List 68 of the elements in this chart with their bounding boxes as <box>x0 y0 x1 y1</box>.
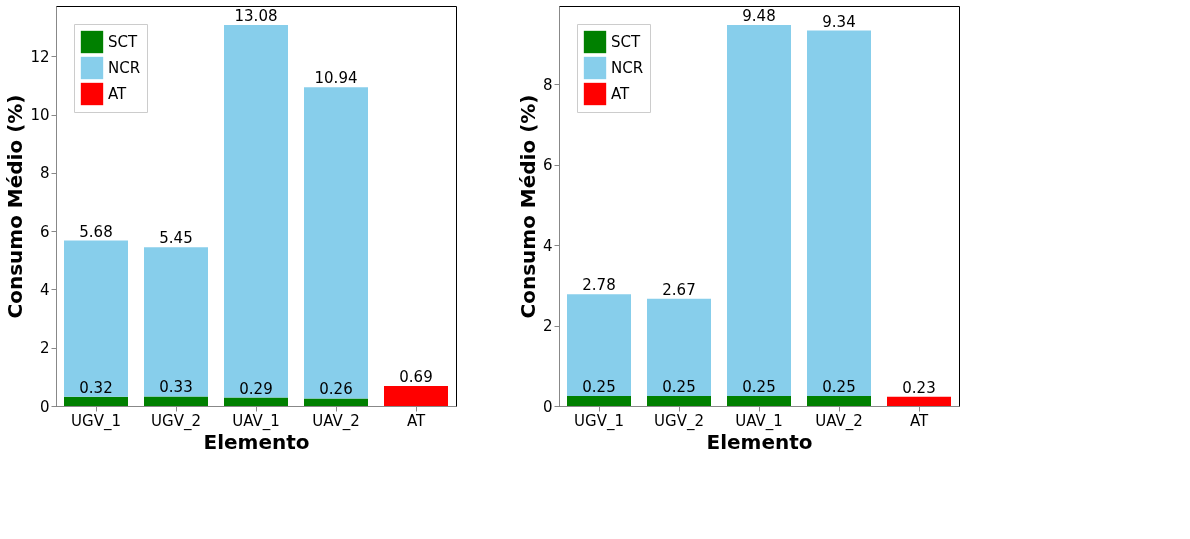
data-label: 0.23 <box>902 378 936 397</box>
x-tick-label: AT <box>406 411 426 430</box>
x-axis-title: Elemento <box>706 429 813 454</box>
legend-label: AT <box>611 85 631 103</box>
y-axis-title: Consumo Médio (%) <box>3 94 28 319</box>
y-tick-label: 12 <box>30 47 50 66</box>
x-axis-title: Elemento <box>203 429 310 454</box>
bar <box>144 396 208 406</box>
y-tick-label: 0 <box>39 397 50 416</box>
y-axis-title: Consumo Médio (%) <box>515 94 540 319</box>
data-label: 0.33 <box>159 378 193 397</box>
y-tick-label: 10 <box>30 106 50 125</box>
bar <box>304 398 368 406</box>
y-tick-label: 4 <box>39 280 50 299</box>
x-tick-label: UAV_1 <box>232 411 280 431</box>
x-tick-label: UGV_1 <box>71 411 121 431</box>
data-label: 0.32 <box>79 378 113 397</box>
total-label: 9.34 <box>822 12 856 31</box>
legend-label: SCT <box>108 33 138 51</box>
total-label: 10.94 <box>314 69 358 88</box>
x-tick-label: UGV_1 <box>574 411 624 431</box>
y-tick-label: 8 <box>39 164 50 183</box>
bar <box>64 396 128 406</box>
total-label: 2.78 <box>582 276 616 295</box>
y-tick-label: 6 <box>542 156 553 175</box>
x-tick-label: UAV_2 <box>815 411 863 431</box>
bar <box>807 30 871 396</box>
bar <box>567 395 631 406</box>
x-tick-label: UGV_2 <box>151 411 201 431</box>
total-label: 5.45 <box>159 229 193 248</box>
legend-label: NCR <box>611 59 644 77</box>
y-tick-label: 6 <box>39 222 50 241</box>
bar <box>727 24 791 396</box>
y-tick-label: 8 <box>542 75 553 94</box>
y-tick-label: 0 <box>542 397 553 416</box>
data-label: 0.25 <box>822 377 856 396</box>
y-tick-label: 4 <box>542 236 553 255</box>
bar <box>647 298 711 396</box>
total-label: 9.48 <box>742 6 776 25</box>
legend-label: NCR <box>108 59 141 77</box>
data-label: 0.25 <box>662 377 696 396</box>
bar <box>144 247 208 397</box>
y-tick-label: 2 <box>542 317 553 336</box>
bar <box>807 395 871 406</box>
total-label: 13.08 <box>234 6 278 25</box>
bar <box>384 385 448 406</box>
data-label: 0.29 <box>239 379 273 398</box>
data-label: 0.69 <box>399 367 433 386</box>
bar <box>647 395 711 406</box>
bar <box>727 395 791 406</box>
bar <box>224 397 288 406</box>
y-tick-label: 2 <box>39 339 50 358</box>
data-label: 0.25 <box>742 377 776 396</box>
x-tick-label: AT <box>909 411 929 430</box>
bar <box>224 24 288 398</box>
bar <box>887 396 951 406</box>
bar <box>64 240 128 397</box>
legend-label: SCT <box>611 33 641 51</box>
x-tick-label: UGV_2 <box>654 411 704 431</box>
total-label: 2.67 <box>662 280 696 299</box>
x-tick-label: UAV_2 <box>312 411 360 431</box>
bar <box>304 87 368 399</box>
x-tick-label: UAV_1 <box>735 411 783 431</box>
data-label: 0.26 <box>319 380 353 399</box>
legend-label: AT <box>108 85 128 103</box>
data-label: 0.25 <box>582 377 616 396</box>
total-label: 5.68 <box>79 222 113 241</box>
bar <box>567 294 631 396</box>
